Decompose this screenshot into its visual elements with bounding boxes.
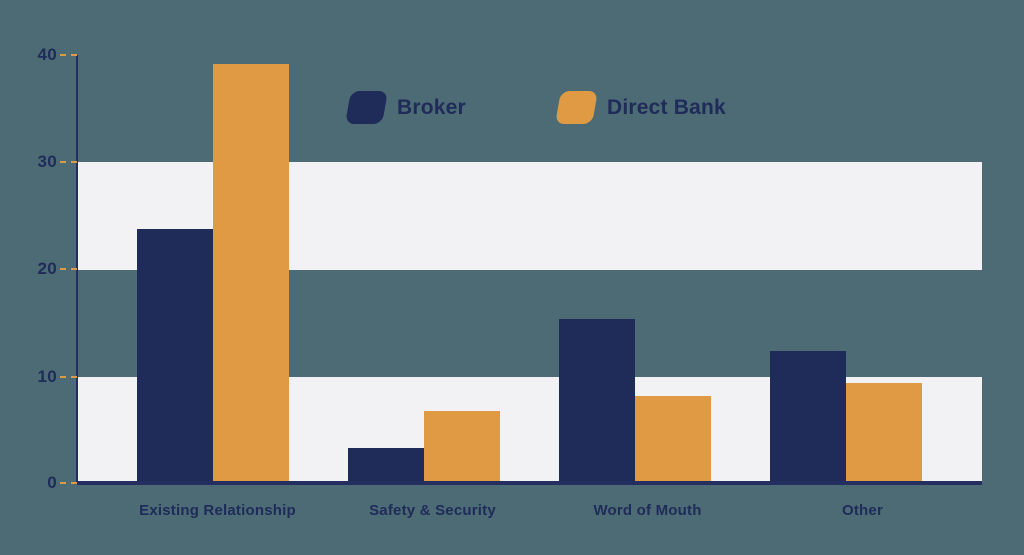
ytick-40: 40 <box>0 45 77 65</box>
ytick-label-40: 40 <box>37 45 57 64</box>
category-label-safety-security: Safety & Security <box>369 502 496 519</box>
plot-area <box>77 55 982 484</box>
x-axis-line <box>77 481 982 485</box>
bar-broker-3 <box>770 351 846 484</box>
direct-bank-swatch-icon <box>555 91 598 124</box>
tick-dash-icon <box>60 53 77 56</box>
bar-broker-1 <box>348 447 424 484</box>
tick-dash-icon <box>60 481 77 484</box>
ytick-10: 10 <box>0 367 77 387</box>
category-label-existing-relationship: Existing Relationship <box>139 502 296 519</box>
tick-dash-icon <box>60 160 77 163</box>
bar-broker-2 <box>559 318 635 484</box>
tick-dash-icon <box>60 267 77 270</box>
bar-broker-0 <box>137 228 213 484</box>
bar-group-0 <box>137 55 289 484</box>
bar-group-1 <box>348 55 500 484</box>
bar-groups <box>77 55 982 484</box>
tick-dash-icon <box>60 375 77 378</box>
broker-swatch-icon <box>345 91 388 124</box>
category-label-word-of-mouth: Word of Mouth <box>593 502 702 519</box>
bar-direct-bank-3 <box>846 383 922 484</box>
ytick-label-0: 0 <box>47 473 57 492</box>
legend-item-direct-bank: Direct Bank <box>555 90 726 125</box>
ytick-30: 30 <box>0 152 77 172</box>
legend-item-broker: Broker <box>345 90 466 125</box>
bar-direct-bank-0 <box>213 63 289 484</box>
y-axis-line <box>76 55 78 484</box>
ytick-label-30: 30 <box>37 152 57 171</box>
ytick-20: 20 <box>0 259 77 279</box>
ytick-0: 0 <box>0 473 77 493</box>
bar-direct-bank-2 <box>635 396 711 484</box>
bar-direct-bank-1 <box>424 411 500 484</box>
bar-group-3 <box>770 55 922 484</box>
legend-label-direct-bank: Direct Bank <box>607 95 726 119</box>
category-labels: Existing Relationship Safety & Security … <box>110 502 970 519</box>
ytick-label-20: 20 <box>37 259 57 278</box>
legend-label-broker: Broker <box>397 95 466 119</box>
category-label-other: Other <box>841 502 883 519</box>
ytick-label-10: 10 <box>37 367 57 386</box>
bar-group-2 <box>559 55 711 484</box>
